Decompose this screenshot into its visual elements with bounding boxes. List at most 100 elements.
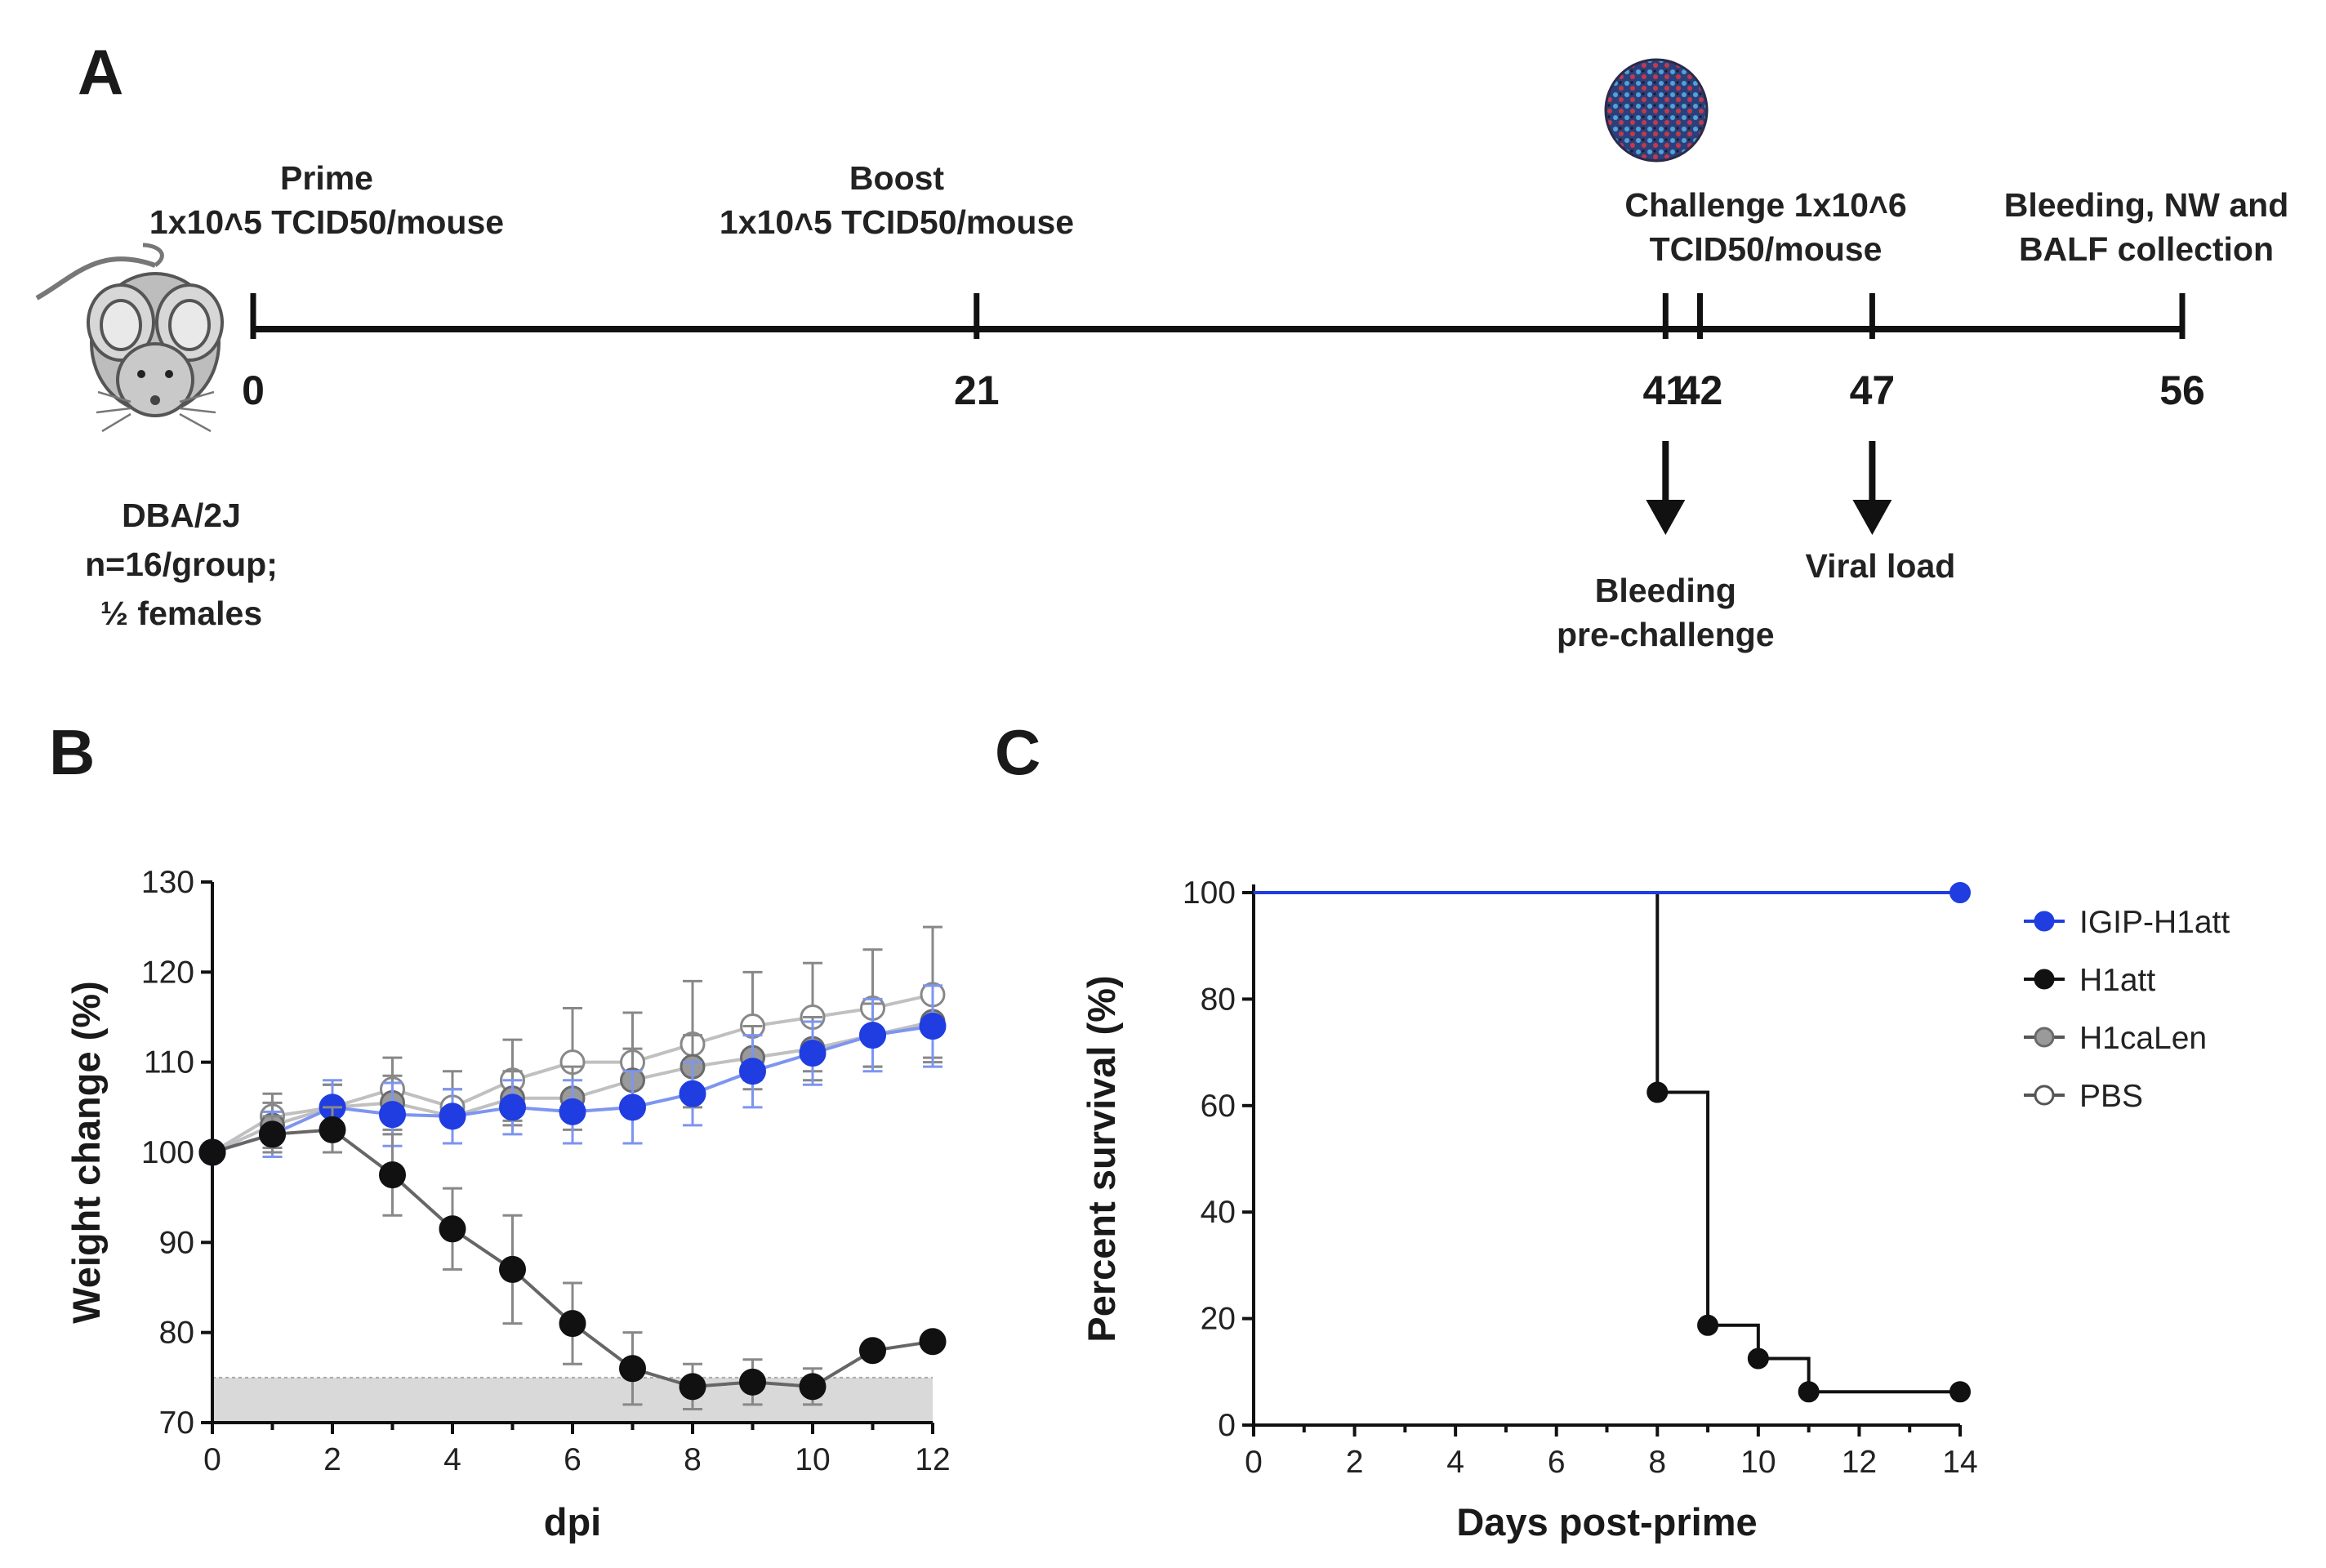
data-point (198, 1138, 226, 1166)
survival-point (1747, 1348, 1769, 1370)
x-tick-label: 12 (915, 1442, 950, 1477)
panel-label-b: B (49, 716, 95, 788)
prime-label: 1x10˄5 TCID50/mouse (149, 203, 504, 241)
timeline-tick-label: 21 (954, 368, 1000, 413)
survival-point (1798, 1381, 1820, 1403)
legend-marker (2034, 1027, 2055, 1048)
y-tick-label: 20 (1201, 1302, 1236, 1337)
data-point (739, 1368, 766, 1396)
x-tick-label: 2 (1346, 1445, 1364, 1480)
bleeding-label: pre-challenge (1557, 616, 1775, 653)
data-point (379, 1161, 406, 1189)
x-tick-label: 6 (1548, 1445, 1566, 1480)
x-tick-label: 10 (1740, 1445, 1776, 1480)
y-tick-label: 90 (159, 1225, 194, 1260)
y-tick-label: 60 (1201, 1089, 1236, 1124)
data-point (919, 1013, 947, 1040)
x-axis-title: Days post-prime (1456, 1500, 1757, 1544)
data-point (859, 1337, 886, 1365)
data-point (559, 1098, 586, 1125)
series-h1att (198, 1106, 947, 1410)
legend-marker (2034, 911, 2055, 932)
survival-point (1697, 1314, 1719, 1336)
y-tick-label: 120 (141, 955, 194, 990)
data-point (679, 1080, 706, 1107)
data-point (319, 1116, 346, 1143)
challenge-label: TCID50/mouse (1650, 230, 1883, 268)
viral-load-arrow-head (1852, 500, 1892, 535)
y-tick-label: 100 (1183, 875, 1236, 911)
panel-label-c: C (995, 716, 1040, 788)
survival-series-h1att (1254, 891, 1971, 1403)
survival-series-igip-h1att (1254, 882, 1971, 903)
data-point (619, 1094, 646, 1121)
x-tick-label: 14 (1942, 1445, 1977, 1480)
timeline-tick-label: 42 (1678, 368, 1723, 413)
y-tick-label: 70 (159, 1405, 194, 1441)
data-point (799, 1373, 827, 1401)
legend: IGIP-H1att H1att H1caLen PBS (2024, 905, 2230, 1114)
data-point (799, 1040, 827, 1067)
bleeding-label: Bleeding (1595, 572, 1736, 609)
x-tick-label: 0 (203, 1442, 221, 1477)
bleeding-arrow-head (1646, 500, 1686, 535)
y-tick-label: 130 (141, 865, 194, 900)
data-point (679, 1373, 706, 1401)
data-point (559, 1310, 586, 1338)
legend-marker (2034, 969, 2055, 990)
challenge-label: Challenge 1x10˄6 (1624, 186, 1906, 224)
timeline-tick-label: 56 (2159, 368, 2205, 413)
x-tick-label: 8 (684, 1442, 702, 1477)
mouse-icon (35, 243, 224, 433)
mouse-info-label: DBA/2J (122, 497, 241, 534)
data-point (439, 1215, 466, 1243)
x-tick-label: 6 (564, 1442, 582, 1477)
survival-line (1254, 891, 1960, 1394)
virus-icon (1604, 58, 1709, 163)
y-axis-title: Weight change (%) (65, 981, 108, 1324)
data-point (919, 1328, 947, 1356)
timeline-tick-label: 41 (1643, 368, 1689, 413)
legend-label: H1att (2079, 963, 2155, 998)
x-axis-title: dpi (544, 1500, 601, 1544)
survival-point (1646, 1081, 1669, 1103)
y-axis-title: Percent survival (%) (1080, 975, 1123, 1342)
boost-label: Boost (849, 159, 945, 197)
y-tick-label: 100 (141, 1135, 194, 1170)
legend-label: H1caLen (2079, 1021, 2207, 1056)
panel-label-a: A (78, 36, 123, 108)
data-point (379, 1101, 406, 1129)
viral-load-label: Viral load (1805, 547, 1955, 585)
x-tick-label: 4 (443, 1442, 461, 1477)
x-tick-label: 0 (1245, 1445, 1263, 1480)
collection-label: BALF collection (2019, 230, 2274, 268)
survival-point (1949, 882, 1971, 903)
data-point (499, 1094, 526, 1121)
x-tick-label: 8 (1648, 1445, 1666, 1480)
data-point (859, 1022, 886, 1049)
mouse-info-label: n=16/group; (85, 546, 278, 583)
data-point (619, 1355, 646, 1383)
timeline-tick-label: 0 (242, 368, 265, 413)
data-point (739, 1058, 766, 1085)
survival-point (1949, 1381, 1971, 1403)
legend-label: IGIP-H1att (2079, 905, 2230, 940)
boost-label: 1x10˄5 TCID50/mouse (720, 203, 1074, 241)
legend-label: PBS (2079, 1079, 2143, 1114)
y-tick-label: 40 (1201, 1195, 1236, 1230)
legend-marker (2034, 1085, 2055, 1106)
x-tick-label: 4 (1446, 1445, 1464, 1480)
y-tick-label: 80 (159, 1316, 194, 1351)
data-point (499, 1255, 526, 1283)
x-tick-label: 12 (1842, 1445, 1877, 1480)
data-point (439, 1102, 466, 1130)
y-tick-label: 0 (1218, 1408, 1236, 1443)
y-tick-label: 110 (144, 1045, 194, 1080)
survival-chart: 0 20 40 60 80 100 0 2 4 6 8 10 12 14 Days post-prime Pe… (1080, 875, 2230, 1544)
mouse-info-label: ½ females (100, 595, 262, 632)
x-tick-label: 2 (323, 1442, 341, 1477)
weight-change-chart: 70 80 90 100 110 120 130 0 2 4 6 8 10 12 dpi Weight cha… (65, 865, 951, 1544)
timeline-tick-label: 47 (1850, 368, 1896, 413)
